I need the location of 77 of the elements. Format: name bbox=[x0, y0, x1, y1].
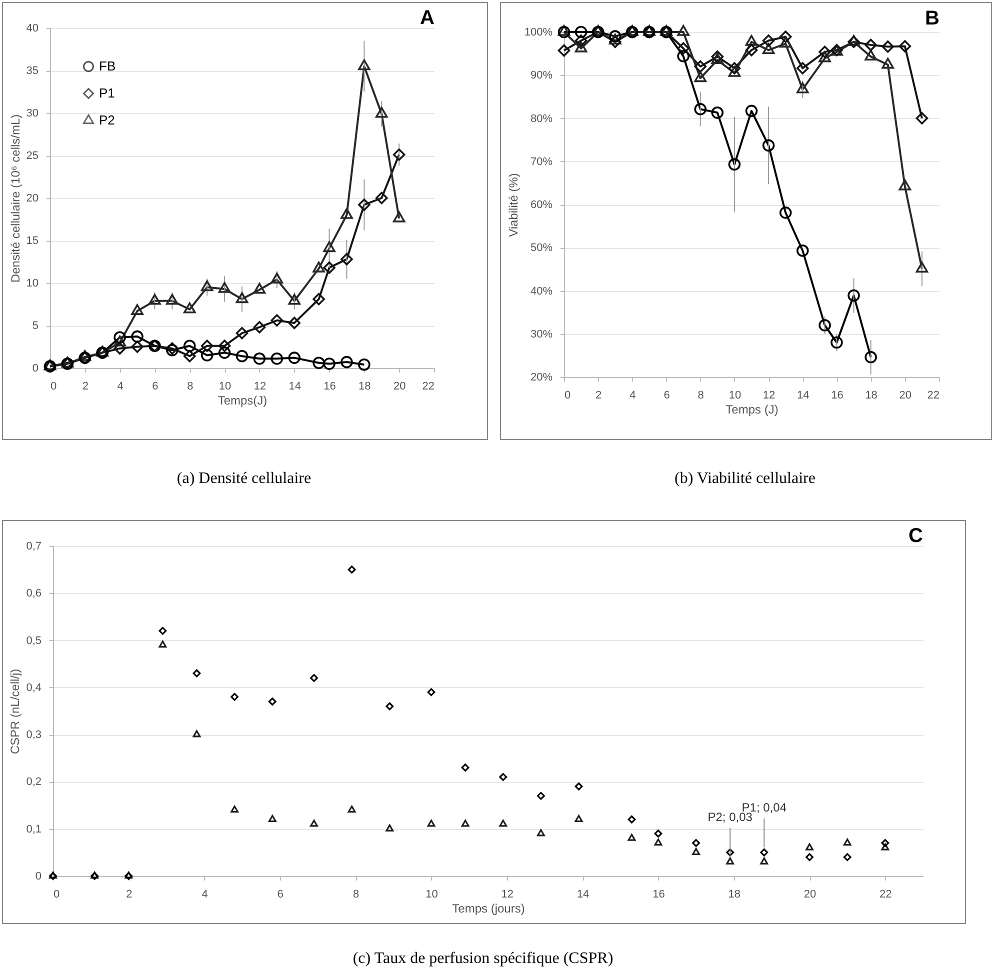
y-axis-title: CSPR (nL/cell/j) bbox=[8, 668, 22, 754]
y-tick-label: 0,7 bbox=[26, 540, 42, 552]
y-tick-label: 50% bbox=[530, 242, 553, 254]
y-tick-label: 0 bbox=[32, 362, 38, 374]
chart-title: C bbox=[908, 525, 923, 547]
legend-label: FB bbox=[99, 58, 116, 74]
y-tick-label: 0,3 bbox=[26, 729, 42, 742]
x-tick-label: 16 bbox=[831, 390, 844, 402]
x-tick-label: 8 bbox=[698, 390, 704, 402]
y-tick-label: 90% bbox=[530, 70, 553, 82]
x-tick-label: 6 bbox=[152, 380, 158, 392]
x-tick-label: 0 bbox=[54, 888, 60, 900]
y-tick-label: 30 bbox=[26, 108, 38, 120]
x-tick-label: 12 bbox=[254, 380, 266, 392]
legend-label: P1 bbox=[99, 86, 115, 100]
text: (b) Viabilité cellulaire bbox=[674, 470, 816, 488]
chart-title: B bbox=[925, 7, 940, 30]
x-tick-label: 4 bbox=[202, 888, 208, 900]
x-tick-label: 10 bbox=[728, 390, 742, 402]
chart-title: A bbox=[420, 7, 434, 29]
y-tick-label: 40% bbox=[530, 285, 553, 298]
x-tick-label: 22 bbox=[880, 888, 892, 900]
x-axis-title: Temps(J) bbox=[218, 394, 268, 408]
y-axis-title: Densité cellulaire (10⁶ cells/mL) bbox=[8, 114, 22, 283]
y-tick-label: 0,4 bbox=[26, 682, 42, 694]
y-tick-label: 30% bbox=[530, 328, 553, 340]
x-tick-label: 18 bbox=[865, 390, 878, 402]
x-axis-title: Temps (jours) bbox=[452, 902, 525, 916]
y-tick-label: 60% bbox=[530, 199, 553, 211]
x-tick-label: 4 bbox=[630, 390, 636, 402]
y-tick-label: 25 bbox=[26, 150, 38, 162]
y-tick-label: 40 bbox=[26, 22, 38, 34]
y-tick-label: 5 bbox=[32, 320, 38, 332]
x-tick-label: 16 bbox=[324, 380, 336, 392]
x-tick-label: 8 bbox=[353, 888, 360, 900]
x-tick-label: 2 bbox=[82, 380, 88, 392]
x-tick-label: 18 bbox=[358, 380, 371, 392]
x-tick-label: 14 bbox=[797, 390, 810, 402]
y-tick-label: 80% bbox=[530, 112, 553, 125]
x-tick-label: 0 bbox=[50, 380, 57, 392]
x-tick-label: 12 bbox=[762, 390, 776, 402]
x-tick-label: 14 bbox=[288, 380, 301, 392]
x-tick-label: 20 bbox=[899, 390, 912, 402]
x-tick-label: 22 bbox=[422, 380, 434, 392]
x-tick-label: 6 bbox=[664, 390, 670, 402]
x-tick-label: 22 bbox=[927, 390, 940, 402]
x-tick-label: 20 bbox=[804, 888, 816, 900]
x-tick-label: 10 bbox=[218, 380, 232, 392]
y-tick-label: 35 bbox=[26, 65, 38, 77]
x-tick-label: 6 bbox=[277, 888, 284, 900]
x-tick-label: 10 bbox=[426, 888, 438, 900]
y-tick-label: 15 bbox=[26, 235, 38, 247]
x-tick-label: 2 bbox=[126, 888, 132, 900]
text: (c) Taux de perfusion spécifique (CSPR) bbox=[352, 950, 614, 968]
text: (a) Densité cellulaire bbox=[176, 470, 312, 488]
y-axis-title: Viabilité (%) bbox=[506, 173, 520, 237]
x-tick-label: 20 bbox=[393, 380, 406, 392]
x-tick-label: 0 bbox=[564, 390, 571, 402]
y-tick-label: 0 bbox=[35, 870, 42, 882]
x-tick-label: 12 bbox=[501, 888, 514, 900]
y-tick-label: 100% bbox=[524, 26, 553, 38]
y-tick-label: 10 bbox=[26, 278, 38, 290]
y-tick-label: 0,2 bbox=[26, 776, 42, 788]
x-tick-label: 18 bbox=[728, 888, 740, 900]
y-tick-label: 0,5 bbox=[26, 634, 42, 647]
legend-label: P2 bbox=[99, 112, 115, 128]
x-tick-label: 16 bbox=[652, 888, 665, 900]
y-tick-label: 70% bbox=[530, 156, 553, 168]
x-tick-label: 4 bbox=[117, 380, 124, 392]
x-tick-label: 14 bbox=[576, 888, 590, 900]
x-axis-title: Temps (J) bbox=[726, 402, 778, 416]
y-tick-label: 20% bbox=[530, 372, 553, 384]
y-tick-label: 0,6 bbox=[26, 588, 42, 600]
y-tick-label: 0,1 bbox=[26, 823, 42, 836]
y-tick-label: 20 bbox=[26, 192, 38, 204]
x-tick-label: 8 bbox=[187, 380, 194, 392]
x-tick-label: 2 bbox=[596, 390, 602, 402]
